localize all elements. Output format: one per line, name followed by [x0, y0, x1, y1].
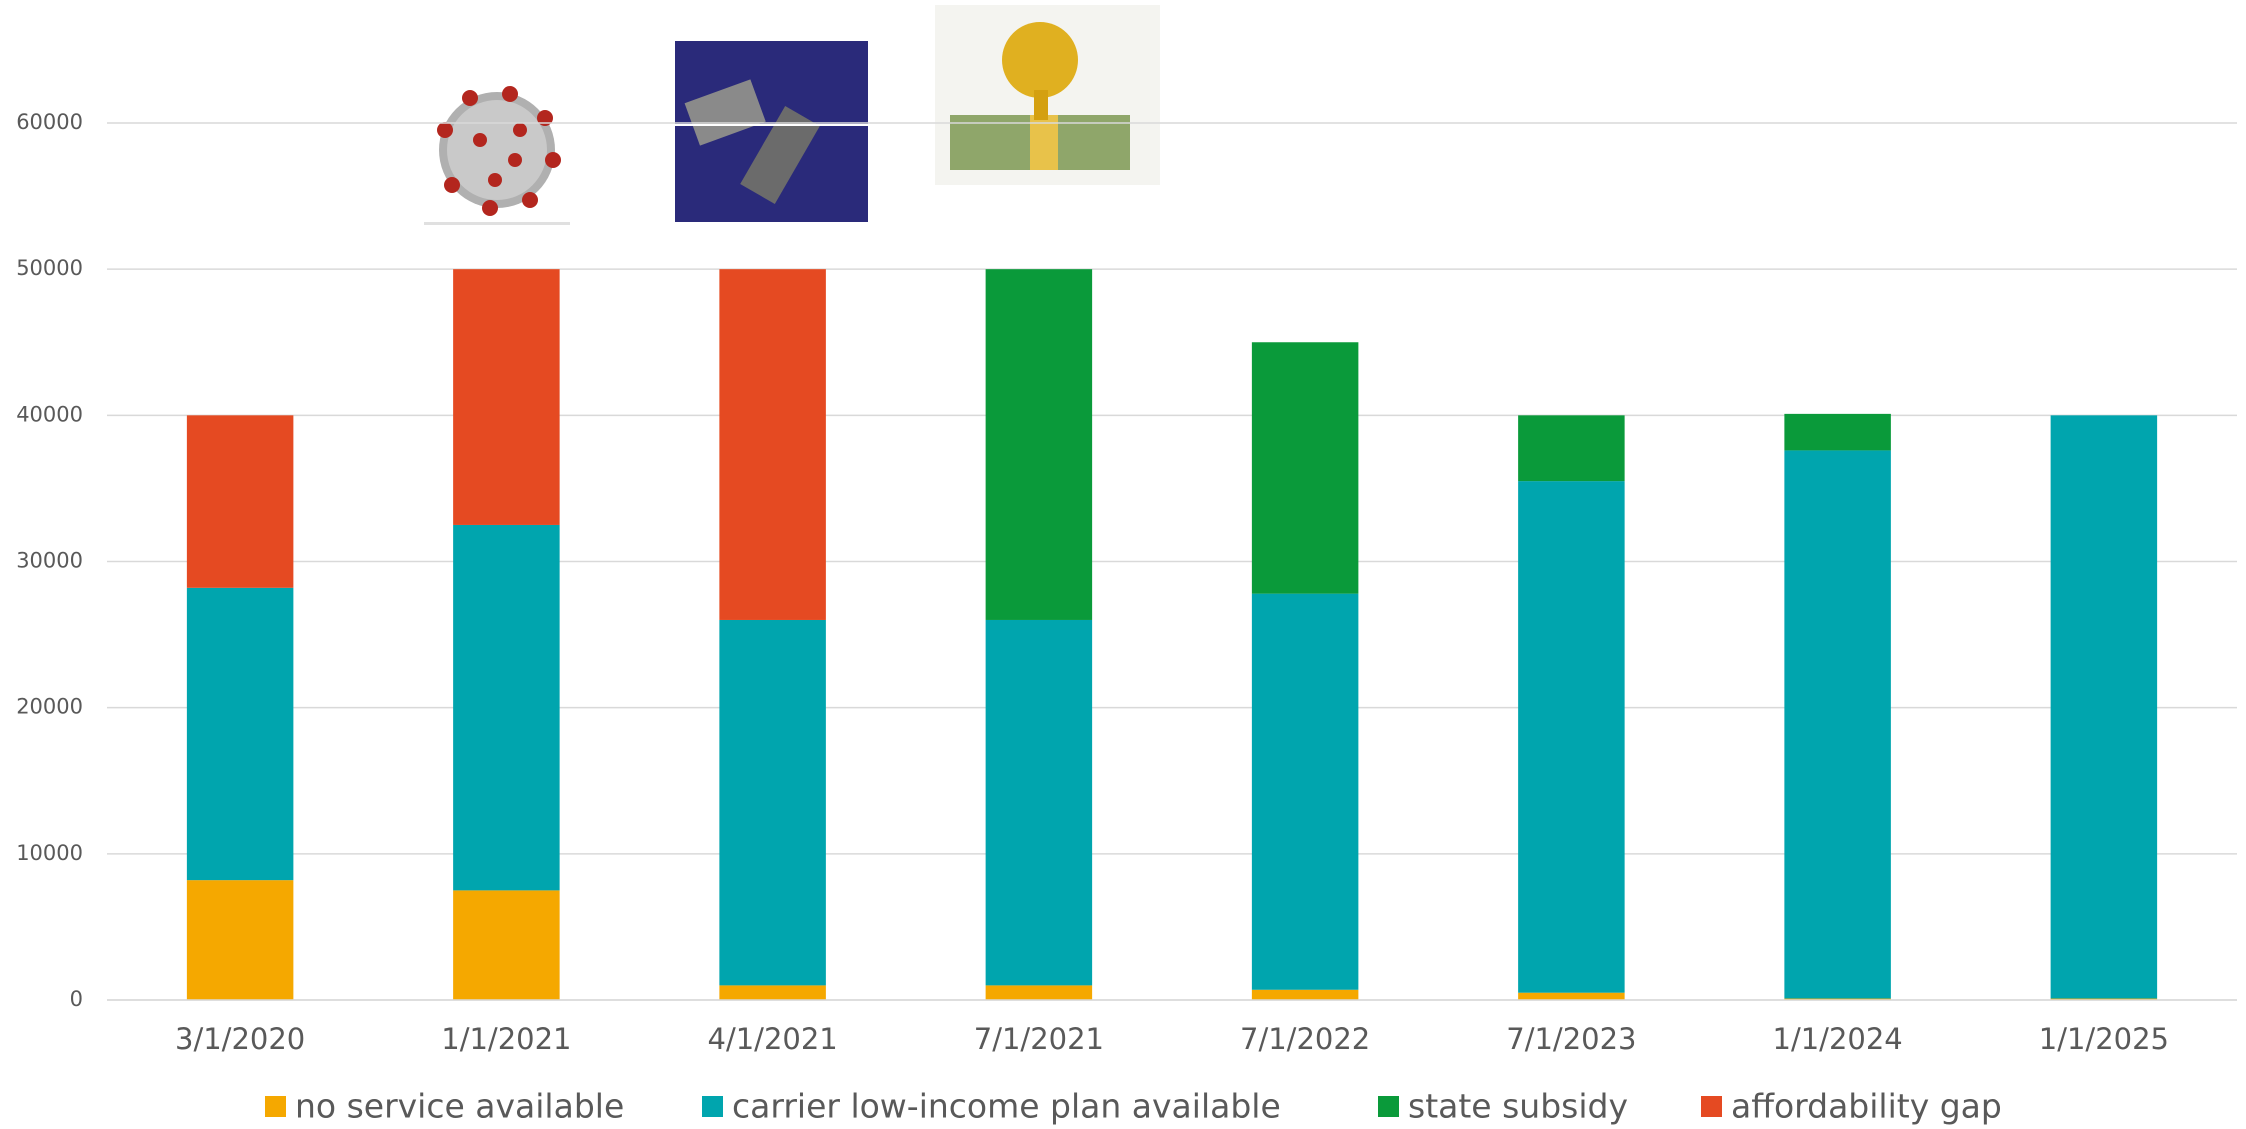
y-tick-label: 50000 — [16, 256, 83, 280]
bar-segment — [986, 620, 1093, 985]
bar-segment — [1252, 594, 1359, 990]
y-tick-label: 30000 — [16, 549, 83, 573]
x-tick-label: 7/1/2022 — [1240, 1022, 1370, 1056]
bar-segment — [1252, 990, 1359, 1000]
virus-image — [424, 86, 570, 225]
bar-segment — [986, 269, 1093, 620]
bar-segment — [1518, 415, 1625, 481]
bar-segment — [1518, 481, 1625, 993]
x-tick-label: 3/1/2020 — [175, 1022, 305, 1056]
money-image — [935, 5, 1160, 185]
x-tick-label: 7/1/2023 — [1506, 1022, 1636, 1056]
legend-swatch — [1378, 1096, 1399, 1117]
legend-swatch — [702, 1096, 723, 1117]
x-tick-label: 4/1/2021 — [708, 1022, 838, 1056]
legend-label: carrier low-income plan available — [732, 1087, 1281, 1126]
bar-segment — [719, 269, 826, 620]
x-tick-label: 1/1/2021 — [441, 1022, 571, 1056]
bar-segment — [1784, 450, 1891, 998]
x-tick-label: 7/1/2021 — [974, 1022, 1104, 1056]
bar-segment — [719, 620, 826, 985]
bar-segment — [1252, 342, 1359, 593]
bar-segment — [187, 415, 294, 587]
bar-segment — [719, 985, 826, 1000]
chart: 0 10000 20000 30000 40000 50000 60000 3/1/2020 1… — [0, 0, 2246, 1129]
bar-segment — [187, 880, 294, 1000]
y-tick-label: 0 — [70, 987, 83, 1011]
legend-label: no service available — [295, 1087, 624, 1126]
x-tick-label: 1/1/2024 — [1773, 1022, 1903, 1056]
bar-segment — [453, 269, 560, 525]
x-tick-label: 1/1/2025 — [2039, 1022, 2169, 1056]
bar-segment — [1784, 414, 1891, 451]
bar-segment — [1518, 993, 1625, 1000]
satellite-image — [675, 41, 868, 222]
y-tick-label: 40000 — [16, 402, 83, 426]
bar-segment — [2051, 415, 2158, 998]
legend-swatch — [1701, 1096, 1722, 1117]
legend-label: affordability gap — [1731, 1087, 2002, 1126]
y-tick-label: 10000 — [16, 841, 83, 865]
bar-segment — [453, 525, 560, 890]
bar-segment — [187, 588, 294, 880]
y-tick-label: 20000 — [16, 695, 83, 719]
bar-segment — [453, 890, 560, 1000]
y-tick-label: 60000 — [16, 110, 83, 134]
legend-label: state subsidy — [1408, 1087, 1628, 1126]
bar-segment — [986, 985, 1093, 1000]
legend-swatch — [265, 1096, 286, 1117]
